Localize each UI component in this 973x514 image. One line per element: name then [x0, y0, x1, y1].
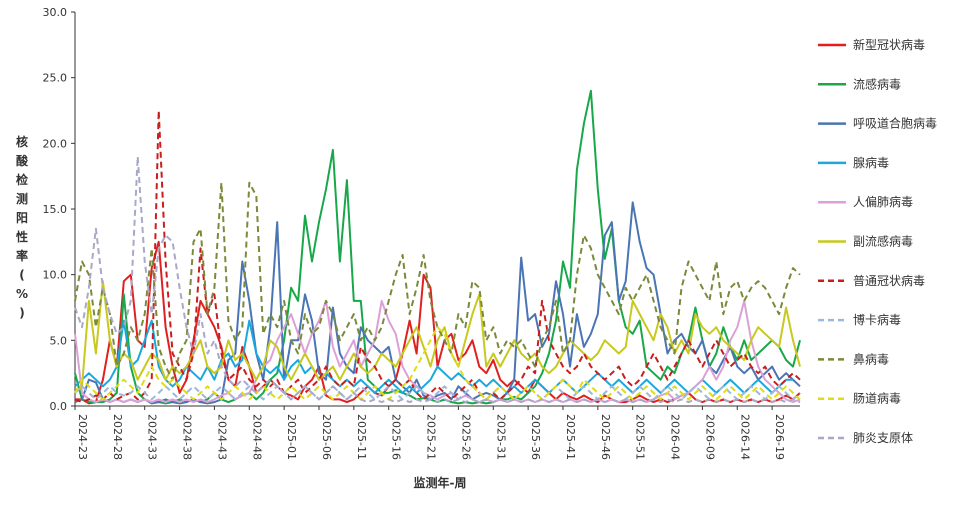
x-tick-label: 2025-46 [599, 414, 612, 460]
series-line-3 [74, 319, 793, 394]
legend: 新型冠状病毒流感病毒呼吸道合胞病毒腺病毒人偏肺病毒副流感病毒普通冠状病毒博卡病毒… [818, 37, 937, 445]
y-tick-label: 20.0 [43, 137, 68, 150]
x-tick-label: 2025-11 [355, 414, 368, 460]
series-line-5 [74, 280, 801, 394]
y-tick-label: 25.0 [43, 72, 68, 85]
x-tick-label: 2026-04 [669, 414, 682, 460]
legend-label: 副流感病毒 [853, 234, 913, 249]
x-tick-label: 2024-48 [250, 414, 263, 460]
legend-label: 腺病毒 [853, 155, 889, 170]
x-tick-label: 2025-16 [390, 414, 403, 460]
legend-label: 鼻病毒 [853, 351, 889, 366]
x-tick-label: 2024-23 [76, 414, 89, 460]
series-lines [74, 89, 801, 405]
x-tick-label: 2024-38 [181, 414, 194, 460]
x-tick-label: 2025-41 [564, 414, 577, 460]
y-tick-label: 5.0 [50, 334, 68, 347]
x-tick-label: 2025-01 [285, 414, 298, 460]
legend-label: 人偏肺病毒 [853, 194, 913, 209]
series-line-10 [74, 155, 801, 404]
legend-label: 肠道病毒 [853, 391, 901, 406]
x-tick-label: 2026-14 [738, 414, 751, 460]
x-tick-label: 2024-33 [146, 414, 159, 460]
y-axis: 0.0 5.0 10.0 15.0 20.0 25.0 30.0 [43, 6, 76, 413]
y-axis-title: 核酸检测阳性率(%) [15, 134, 29, 320]
y-tick-label: 30.0 [43, 6, 68, 19]
x-axis-title: 监测年-周 [414, 475, 467, 490]
series-line-7 [74, 385, 801, 401]
x-tick-label: 2026-19 [773, 414, 786, 460]
y-tick-label: 0.0 [50, 400, 68, 413]
x-tick-label: 2024-43 [215, 414, 228, 460]
y-tick-label: 10.0 [43, 269, 68, 282]
y-tick-label: 15.0 [43, 203, 68, 216]
x-tick-label: 2025-31 [494, 414, 507, 460]
x-tick-label: 2025-51 [634, 414, 647, 460]
x-tick-label: 2024-28 [111, 414, 124, 460]
x-tick-label: 2025-36 [529, 414, 542, 460]
legend-label: 普通冠状病毒 [853, 273, 925, 288]
legend-label: 博卡病毒 [853, 312, 901, 327]
legend-label: 流感病毒 [853, 76, 901, 91]
legend-label: 呼吸道合胞病毒 [853, 116, 937, 131]
legend-label: 肺炎支原体 [853, 431, 913, 445]
x-axis: 2024-23 2024-28 2024-33 2024-38 2024-43 2024-… [74, 405, 800, 460]
x-tick-label: 2026-09 [703, 414, 716, 460]
series-line-6 [74, 109, 801, 404]
x-tick-label: 2025-06 [320, 414, 333, 460]
legend-label: 新型冠状病毒 [853, 37, 925, 52]
series-line-9 [74, 326, 801, 401]
x-tick-label: 2025-21 [425, 414, 438, 460]
x-tick-label: 2025-26 [459, 414, 472, 460]
